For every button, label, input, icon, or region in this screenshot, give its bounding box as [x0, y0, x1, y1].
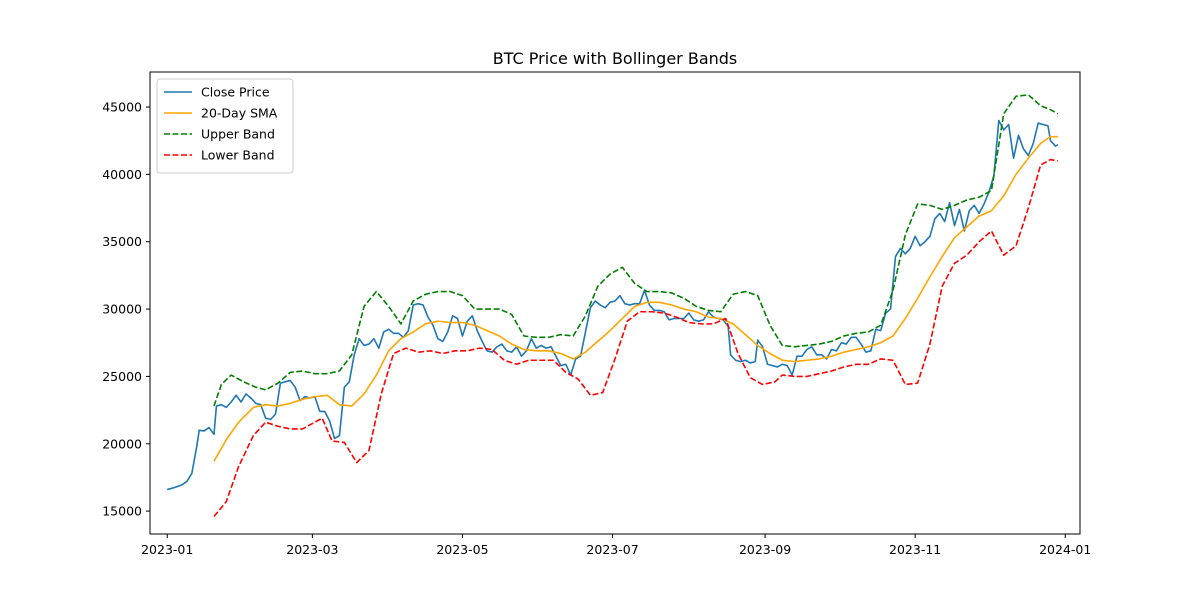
series-line-upper-band: [213, 94, 1059, 407]
legend-box: [156, 78, 294, 174]
axes-frame: [149, 71, 1081, 535]
y-tick-label: 45000: [102, 100, 142, 115]
series-line-close-price: [167, 119, 1059, 491]
x-tick-label: 2023-01: [141, 542, 193, 557]
x-tick-label: 2023-05: [436, 542, 488, 557]
x-tick-label: 2024-01: [1039, 542, 1091, 557]
x-tick-label: 2023-09: [739, 542, 791, 557]
x-tick-label: 2023-07: [586, 542, 638, 557]
series-line-20-day-sma: [213, 135, 1058, 462]
series-line-lower-band: [213, 158, 1059, 518]
y-tick-label: 25000: [102, 369, 142, 384]
y-tick-label: 35000: [102, 234, 142, 249]
legend-label: Close Price: [201, 85, 270, 100]
y-tick-label: 30000: [102, 302, 142, 317]
plot-area: [167, 94, 1059, 518]
chart-title: BTC Price with Bollinger Bands: [493, 49, 738, 68]
legend-label: Upper Band: [201, 127, 275, 142]
x-tick-label: 2023-03: [286, 542, 338, 557]
legend: Close Price 20-Day SMA Upper Band Lower Ban…: [156, 78, 294, 174]
y-tick-label: 20000: [102, 436, 142, 451]
legend-label: Lower Band: [201, 148, 275, 163]
x-tick-label: 2023-11: [889, 542, 941, 557]
axes: 2023-01 2023-03 2023-05 2023-07 2023-09 2023-…: [102, 71, 1091, 557]
y-tick-label: 15000: [102, 504, 142, 519]
y-tick-label: 40000: [102, 167, 142, 182]
legend-label: 20-Day SMA: [201, 106, 278, 121]
